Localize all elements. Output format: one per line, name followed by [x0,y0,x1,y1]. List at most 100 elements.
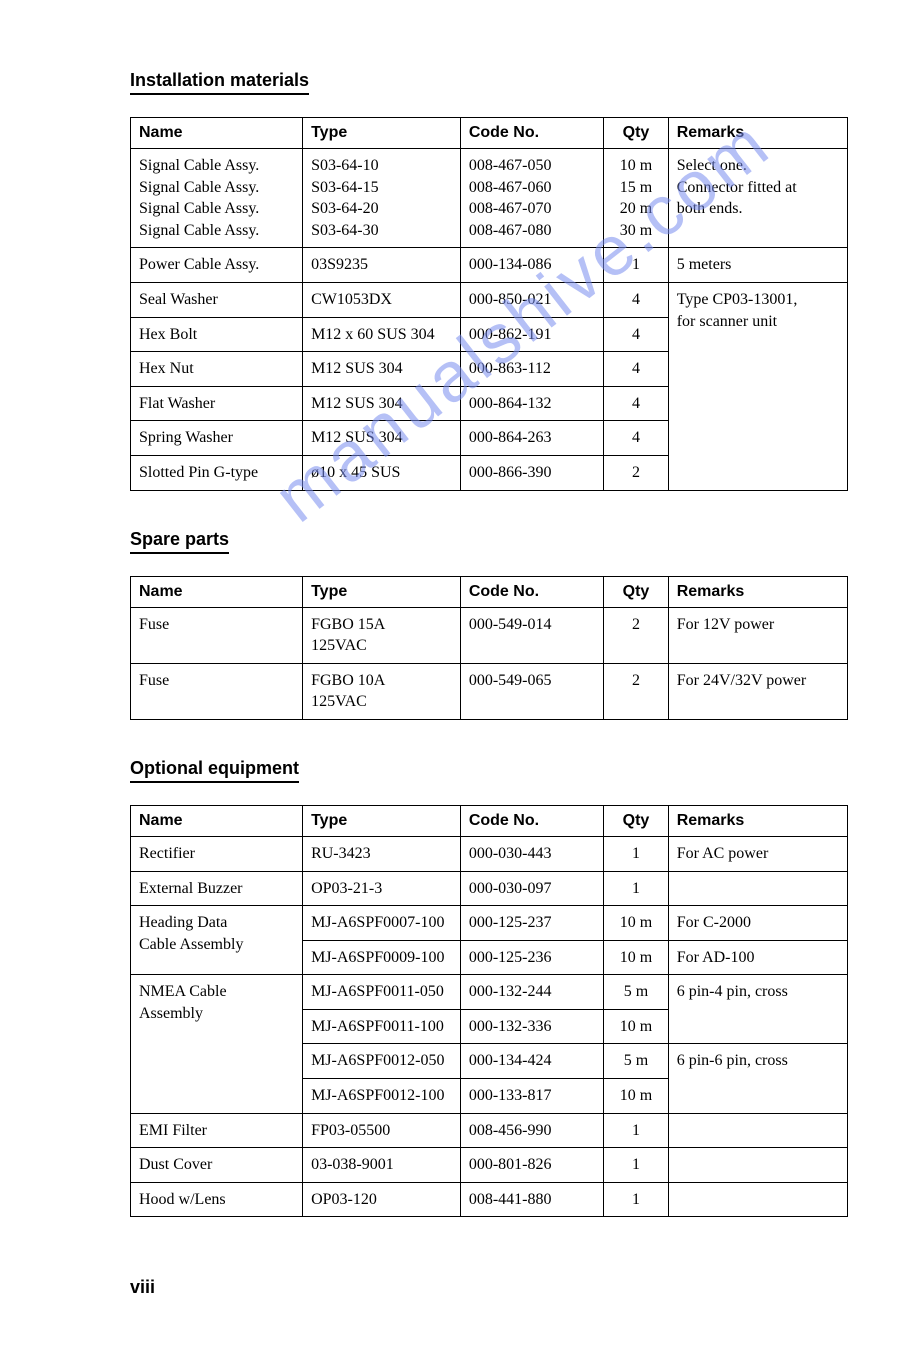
cell-name: Heading DataCable Assembly [131,906,303,975]
cell-qty: 10 m [604,940,669,975]
cell-code-line: 000-132-336 [469,1016,595,1038]
cell-code-line: 000-549-014 [469,614,595,636]
cell-code: 000-864-132 [460,386,603,421]
cell-name-line: Heading Data [139,912,294,934]
table-row: Heading DataCable AssemblyMJ-A6SPF0007-1… [131,906,848,941]
cell-name-line: Hex Bolt [139,324,294,346]
cell-code-line: 008-441-880 [469,1189,595,1211]
cell-qty-line: 4 [612,289,660,311]
cell-code: 008-467-050008-467-060008-467-070008-467… [460,149,603,248]
cell-type: CW1053DX [303,282,461,317]
cell-remarks-line: For AD-100 [677,947,839,969]
cell-remarks-line: For C-2000 [677,912,839,934]
cell-code-line: 000-850-021 [469,289,595,311]
cell-name-line: Signal Cable Assy. [139,177,294,199]
cell-remarks-line: For 12V power [677,614,839,636]
cell-name: External Buzzer [131,871,303,906]
cell-qty: 1 [604,1113,669,1148]
cell-type-line: MJ-A6SPF0011-100 [311,1016,452,1038]
cell-type-line: M12 SUS 304 [311,427,452,449]
cell-name-line: Seal Washer [139,289,294,311]
cell-qty: 1 [604,836,669,871]
cell-code: 000-801-826 [460,1148,603,1183]
cell-remarks: For AD-100 [668,940,847,975]
cell-name: Dust Cover [131,1148,303,1183]
cell-type: M12 x 60 SUS 304 [303,317,461,352]
cell-qty: 1 [604,871,669,906]
table-row: Power Cable Assy.03S9235000-134-08615 me… [131,248,848,283]
cell-remarks-line: 6 pin-6 pin, cross [677,1050,839,1072]
cell-type-line: CW1053DX [311,289,452,311]
cell-remarks-line: For 24V/32V power [677,670,839,692]
cell-type: MJ-A6SPF0012-050 [303,1044,461,1079]
col-header-type: Type [303,576,461,607]
cell-type-line: MJ-A6SPF0009-100 [311,947,452,969]
col-header-name: Name [131,805,303,836]
cell-qty: 10 m [604,906,669,941]
optional-table-head: Name Type Code No. Qty Remarks [131,805,848,836]
col-header-remarks: Remarks [668,805,847,836]
cell-code-line: 000-125-236 [469,947,595,969]
cell-code-line: 000-549-065 [469,670,595,692]
cell-remarks-line: Select one. [677,155,839,177]
cell-type: M12 SUS 304 [303,421,461,456]
cell-code-line: 000-134-086 [469,254,595,276]
section-title-optional: Optional equipment [130,758,299,783]
cell-qty: 2 [604,455,669,490]
cell-remarks: For C-2000 [668,906,847,941]
cell-name: Seal Washer [131,282,303,317]
cell-type: S03-64-10S03-64-15S03-64-20S03-64-30 [303,149,461,248]
cell-qty: 4 [604,317,669,352]
cell-name-line: Hood w/Lens [139,1189,294,1211]
cell-code-line: 000-866-390 [469,462,595,484]
cell-type-line: 125VAC [311,691,452,713]
cell-qty: 5 m [604,975,669,1010]
cell-type: MJ-A6SPF0009-100 [303,940,461,975]
col-header-qty: Qty [604,576,669,607]
cell-name: Hex Bolt [131,317,303,352]
cell-remarks-line: Type CP03-13001, [677,289,839,311]
cell-remarks-line: Connector fitted at [677,177,839,199]
cell-code-line: 000-030-443 [469,843,595,865]
cell-code: 000-862-191 [460,317,603,352]
table-row: Dust Cover03-038-9001000-801-8261 [131,1148,848,1183]
cell-code: 000-132-244 [460,975,603,1010]
cell-code: 000-549-014 [460,607,603,663]
cell-qty-line: 1 [612,254,660,276]
cell-code: 000-125-236 [460,940,603,975]
cell-qty: 5 m [604,1044,669,1079]
cell-type: ø10 x 45 SUS [303,455,461,490]
cell-qty-line: 2 [612,614,660,636]
cell-qty-line: 4 [612,324,660,346]
table-row: External BuzzerOP03-21-3000-030-0971 [131,871,848,906]
cell-code-line: 008-467-060 [469,177,595,199]
cell-remarks: For 12V power [668,607,847,663]
cell-type-line: FGBO 10A [311,670,452,692]
cell-qty-line: 5 m [612,981,660,1003]
cell-qty-line: 1 [612,1154,660,1176]
cell-qty-line: 1 [612,1189,660,1211]
cell-qty-line: 10 m [612,1016,660,1038]
cell-type-line: OP03-21-3 [311,878,452,900]
cell-code: 000-863-112 [460,352,603,387]
cell-qty-line: 30 m [612,220,660,242]
cell-name: Fuse [131,663,303,719]
cell-qty: 2 [604,607,669,663]
cell-code-line: 000-801-826 [469,1154,595,1176]
cell-qty: 2 [604,663,669,719]
cell-code: 000-850-021 [460,282,603,317]
cell-type-line: 125VAC [311,635,452,657]
cell-type: OP03-21-3 [303,871,461,906]
cell-remarks [668,871,847,906]
cell-type: FGBO 10A125VAC [303,663,461,719]
cell-type: M12 SUS 304 [303,386,461,421]
table-row: NMEA CableAssemblyMJ-A6SPF0011-050000-13… [131,975,848,1010]
cell-code: 000-132-336 [460,1009,603,1044]
cell-code: 000-125-237 [460,906,603,941]
spare-table-body: FuseFGBO 15A125VAC000-549-0142For 12V po… [131,607,848,719]
cell-qty: 10 m15 m20 m30 m [604,149,669,248]
cell-name-line: Hex Nut [139,358,294,380]
cell-qty-line: 5 m [612,1050,660,1072]
cell-name-line: Fuse [139,614,294,636]
cell-name: Hex Nut [131,352,303,387]
